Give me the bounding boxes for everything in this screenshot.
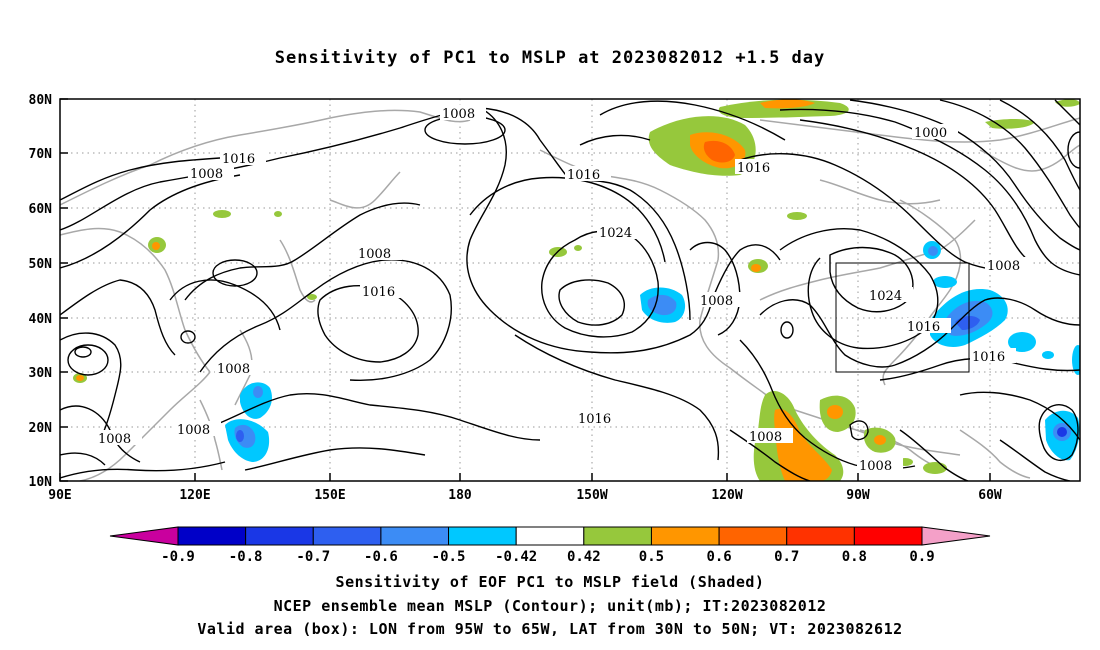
contour-label: 1000 <box>914 126 947 141</box>
y-tick-label: 30N <box>29 366 53 381</box>
colorbar-swatch <box>515 526 585 546</box>
y-tick-label: 70N <box>29 147 53 162</box>
contour-labels: 1008 1016 1008 1016 1008 1016 1024 1008 … <box>96 105 1031 474</box>
colorbar-swatch <box>650 526 720 546</box>
colorbar-label: -0.6 <box>364 549 398 565</box>
contour-label: 1016 <box>907 320 940 335</box>
colorbar-label: 0.6 <box>706 549 731 565</box>
contour-label: 1008 <box>749 430 782 445</box>
contour-label: 1016 <box>737 161 770 176</box>
colorbar-min-cap <box>109 526 179 546</box>
colorbar-swatch <box>380 526 450 546</box>
colorbar-max-cap <box>921 526 991 546</box>
caption-line-1: Sensitivity of EOF PC1 to MSLP field (Sh… <box>335 573 765 591</box>
colorbar-label: 0.5 <box>639 549 664 565</box>
colorbar-label: 0.9 <box>909 549 934 565</box>
contour-label: 1008 <box>987 259 1020 274</box>
x-axis-labels: 90E 120E 150E 180 150W 120W 90W 60W <box>48 488 1002 503</box>
y-tick-label: 10N <box>29 475 53 490</box>
x-tick-label: 90E <box>48 488 71 503</box>
contour-label: 1016 <box>972 350 1005 365</box>
map-figure: 1008 1016 1008 1016 1008 1016 1024 1008 … <box>29 93 1081 565</box>
colorbar-swatch <box>448 526 517 546</box>
contour-label: 1008 <box>358 247 391 262</box>
colorbar-label: -0.7 <box>296 549 330 565</box>
caption-line-2: NCEP ensemble mean MSLP (Contour); unit(… <box>273 597 827 615</box>
x-tick-label: 180 <box>448 488 472 503</box>
tick-marks <box>59 98 991 482</box>
colorbar-label: -0.5 <box>432 549 466 565</box>
contour-label: 1008 <box>98 432 131 447</box>
map-frame <box>59 98 1081 482</box>
valid-area-box <box>835 262 970 373</box>
contour-label: 1008 <box>442 107 475 122</box>
colorbar-swatch <box>583 526 652 546</box>
map-title: Sensitivity of PC1 to MSLP at 2023082012… <box>274 48 826 68</box>
contour-label: 1008 <box>859 459 892 474</box>
x-tick-label: 90W <box>846 488 870 503</box>
contour-label: 1008 <box>217 362 250 377</box>
mslp-contours <box>60 99 1080 481</box>
y-tick-label: 20N <box>29 421 53 436</box>
y-tick-label: 60N <box>29 202 53 217</box>
x-tick-label: 150E <box>314 488 345 503</box>
contour-label: 1016 <box>362 285 395 300</box>
colorbar: -0.9 -0.8 -0.7 -0.6 -0.5 -0.42 0.42 0.5 0.6 0.7 0.… <box>109 526 991 565</box>
x-tick-label: 120W <box>711 488 742 503</box>
y-tick-label: 50N <box>29 257 53 272</box>
colorbar-label: -0.42 <box>495 549 537 565</box>
colorbar-label: 0.8 <box>842 549 867 565</box>
colorbar-label: -0.9 <box>161 549 195 565</box>
contour-label: 1016 <box>567 168 600 183</box>
colorbar-swatch <box>718 526 788 546</box>
contour-label: 1008 <box>190 167 223 182</box>
colorbar-swatch <box>786 526 855 546</box>
colorbar-label: 0.7 <box>774 549 799 565</box>
y-axis-labels: 10N 20N 30N 40N 50N 60N 70N 80N <box>29 93 53 490</box>
contour-label: 1024 <box>599 226 632 241</box>
colorbar-swatch <box>177 526 247 546</box>
colorbar-label: -0.8 <box>229 549 263 565</box>
colorbar-swatch <box>245 526 314 546</box>
y-tick-label: 40N <box>29 312 53 327</box>
colorbar-label: 0.42 <box>567 549 601 565</box>
y-tick-label: 80N <box>29 93 53 108</box>
colorbar-swatch <box>312 526 382 546</box>
x-tick-label: 60W <box>978 488 1002 503</box>
contour-label: 1008 <box>177 423 210 438</box>
coastlines <box>60 109 1080 481</box>
x-tick-label: 150W <box>576 488 607 503</box>
x-tick-label: 120E <box>179 488 210 503</box>
colorbar-swatch <box>853 526 923 546</box>
caption-line-3: Valid area (box): LON from 95W to 65W, L… <box>197 620 903 638</box>
contour-label: 1024 <box>869 289 902 304</box>
contour-label: 1016 <box>578 412 611 427</box>
contour-label: 1008 <box>700 294 733 309</box>
contour-label: 1016 <box>222 152 255 167</box>
